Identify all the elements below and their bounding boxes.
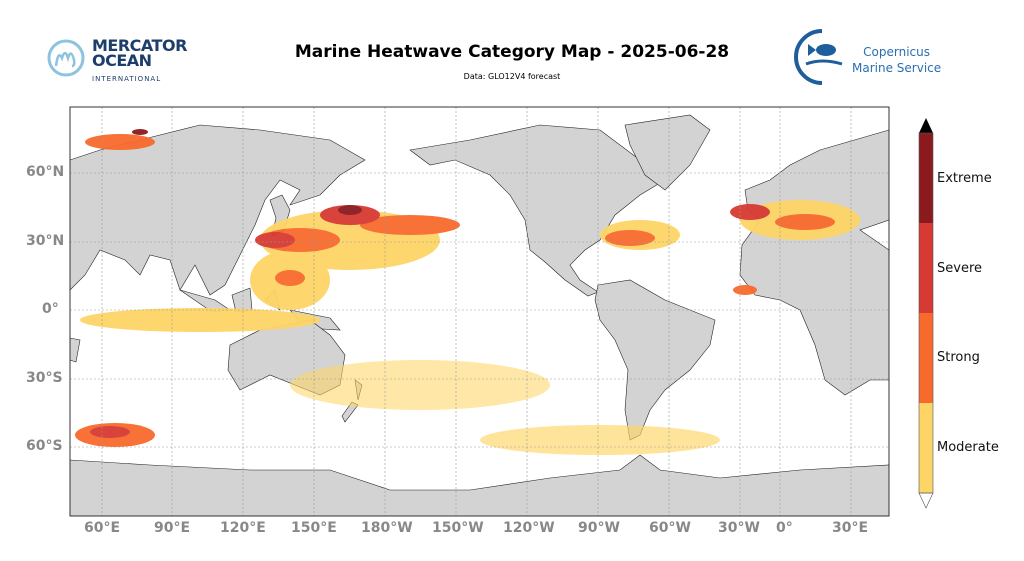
lon-tick: 0°	[776, 520, 793, 536]
lon-tick: 180°W	[361, 520, 413, 536]
colorbar	[918, 118, 934, 509]
lat-tick: 30°N	[26, 233, 65, 249]
asia	[69, 124, 366, 296]
colorbar-label-extreme: Extreme	[937, 171, 992, 186]
mercator-logo-text: MERCATOR OCEAN INTERNATIONAL	[92, 38, 187, 87]
chart-title: Marine Heatwave Category Map - 2025-06-2…	[294, 42, 730, 62]
lon-tick: 90°W	[578, 520, 620, 536]
lon-tick: 30°E	[832, 520, 869, 536]
map-frame	[69, 106, 890, 517]
fish-icon	[794, 29, 843, 85]
gridlines	[70, 107, 889, 516]
lon-tick: 150°E	[291, 520, 337, 536]
north-america	[409, 124, 666, 297]
logo-line: INTERNATIONAL	[92, 75, 162, 83]
strong-area	[605, 230, 655, 246]
logo-line: Marine Service	[852, 61, 942, 75]
lon-tick: 60°E	[84, 520, 121, 536]
colorbar-moderate	[919, 403, 933, 493]
data-source: Data: GLO12V4 forecast	[463, 72, 561, 81]
greenland	[624, 114, 711, 191]
strong-area	[733, 285, 757, 295]
logo-line: Copernicus	[863, 45, 930, 59]
europe-africa	[739, 129, 890, 396]
moderate-area	[480, 425, 720, 455]
extreme-area	[132, 129, 148, 135]
copernicus-logo	[792, 28, 852, 90]
lon-tick: 30°W	[718, 520, 760, 536]
lon-tick: 150°W	[432, 520, 484, 536]
severe-area	[255, 232, 295, 248]
copernicus-logo-text: Copernicus Marine Service	[852, 44, 941, 76]
mercator-m-icon	[47, 39, 85, 77]
heatwave-areas	[75, 129, 860, 455]
mercator-logo	[46, 38, 90, 82]
colorbar-extend-min	[918, 492, 934, 509]
logo-line: OCEAN	[92, 51, 152, 70]
moderate-area	[290, 360, 550, 410]
lat-tick: 60°N	[26, 164, 65, 180]
colorbar-label-strong: Strong	[937, 350, 980, 365]
colorbar-label-severe: Severe	[937, 261, 982, 276]
severe-area	[90, 426, 130, 438]
logo-line: MERCATOR	[92, 36, 187, 55]
moderate-area	[80, 308, 320, 332]
colorbar-extreme	[919, 133, 933, 223]
colorbar-strong	[919, 313, 933, 403]
lat-tick: 30°S	[26, 370, 63, 386]
lon-tick: 60°W	[649, 520, 691, 536]
colorbar-label-moderate: Moderate	[937, 440, 999, 455]
lon-tick: 120°E	[220, 520, 266, 536]
extreme-area	[338, 205, 362, 215]
strong-area	[775, 214, 835, 230]
strong-area	[85, 134, 155, 150]
lon-tick: 120°W	[503, 520, 555, 536]
lat-tick: 0°	[42, 301, 59, 317]
lat-tick: 60°S	[26, 438, 63, 454]
colorbar-extend-max	[919, 118, 933, 133]
strong-area	[275, 270, 305, 286]
colorbar-severe	[919, 223, 933, 313]
lon-tick: 90°E	[154, 520, 191, 536]
severe-area	[730, 204, 770, 220]
